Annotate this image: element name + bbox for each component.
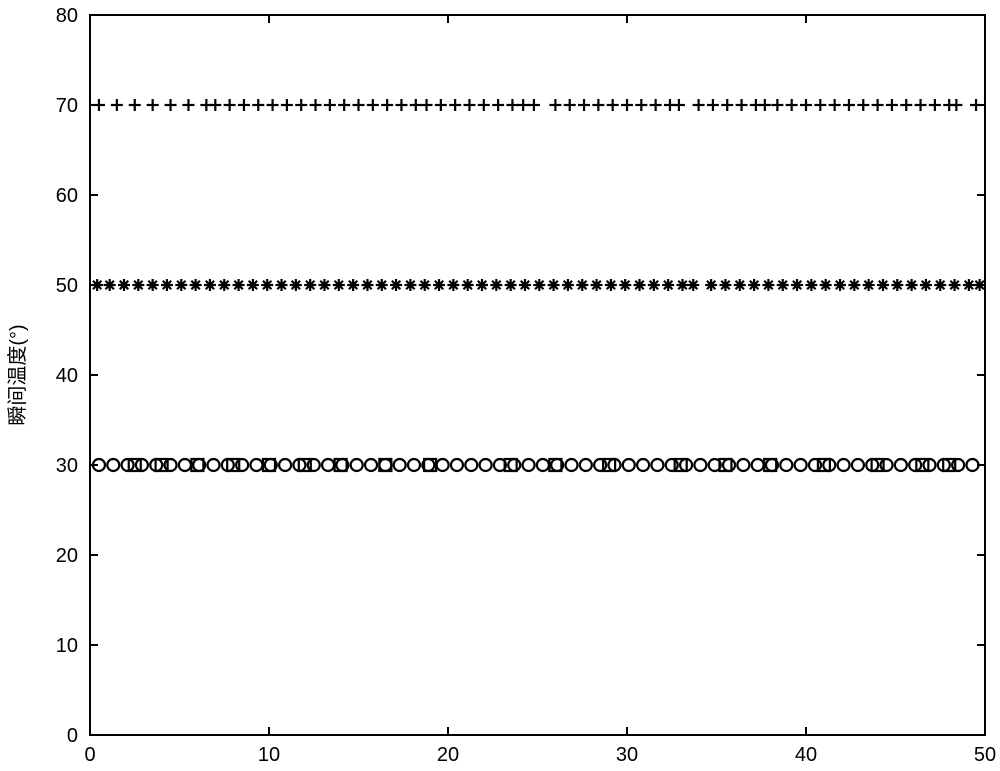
series-star-50 [91,279,985,291]
y-tick-label: 10 [56,635,78,657]
y-tick-label: 20 [56,545,78,567]
y-tick-label: 70 [56,95,78,117]
x-tick-label: 20 [437,744,459,766]
x-tick-label: 40 [795,744,817,766]
y-tick-label: 30 [56,455,78,477]
x-tick-label: 30 [616,744,638,766]
y-tick-label: 0 [67,725,78,747]
x-tick-label: 0 [84,744,95,766]
chart-container: 0 10 20 30 40 50 0 10 20 30 40 50 60 70 80 瞬间温度(°) [0,0,1000,771]
scatter-chart: 0 10 20 30 40 50 0 10 20 30 40 50 60 70 80 瞬间温度(°) [0,0,1000,771]
y-tick-label: 40 [56,365,78,387]
y-tick-label: 80 [56,5,78,27]
y-axis-label: 瞬间温度(°) [6,324,29,425]
x-tick-label: 50 [974,744,996,766]
y-tick-label: 60 [56,185,78,207]
x-tick-label: 10 [258,744,280,766]
y-tick-label: 50 [56,275,78,297]
